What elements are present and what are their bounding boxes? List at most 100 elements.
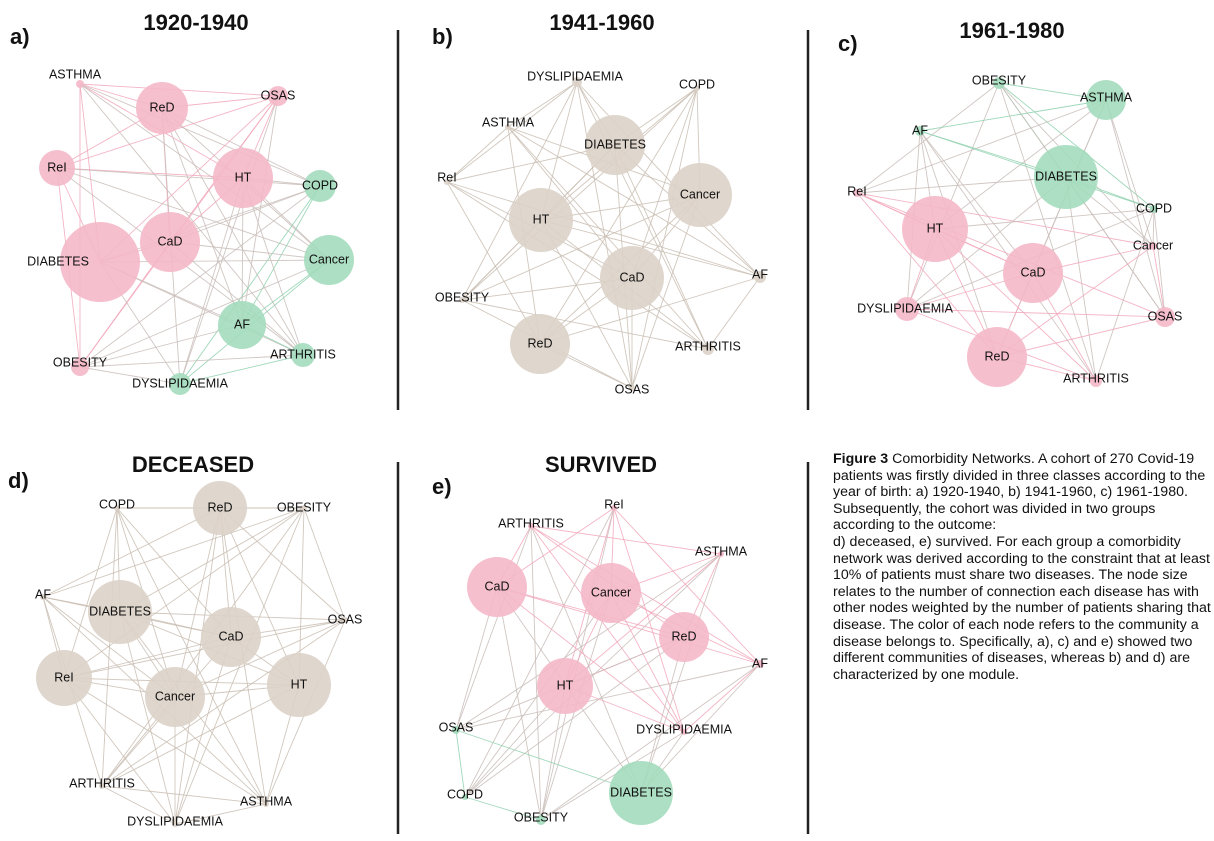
node-label: ReI xyxy=(47,160,66,174)
node-label: ReI xyxy=(604,497,623,511)
node xyxy=(1150,205,1158,213)
edge xyxy=(464,553,722,798)
edge xyxy=(446,126,509,183)
panel-title: 1961-1980 xyxy=(959,18,1064,43)
edge xyxy=(174,507,305,825)
node xyxy=(585,115,645,175)
node-label: ASTHMA xyxy=(482,115,535,129)
node xyxy=(140,212,200,272)
node-label: OBESITY xyxy=(435,290,490,304)
node-label: ReD xyxy=(207,500,232,514)
node xyxy=(681,729,687,735)
node xyxy=(509,188,573,252)
edge xyxy=(79,83,330,261)
edge xyxy=(707,276,761,350)
node xyxy=(462,794,468,800)
node xyxy=(268,86,288,106)
node-label: DIABETES xyxy=(1035,169,1097,183)
edge xyxy=(530,525,642,794)
edge xyxy=(79,354,304,368)
edge xyxy=(99,95,279,263)
edge xyxy=(119,611,176,825)
edge xyxy=(998,82,1155,210)
edge xyxy=(161,107,243,326)
edge xyxy=(507,81,578,128)
edge xyxy=(219,507,300,686)
node-label: OSAS xyxy=(439,720,474,734)
node xyxy=(145,667,205,727)
edge xyxy=(56,167,330,261)
edge xyxy=(303,507,346,621)
edge xyxy=(179,95,279,385)
node-label: OSAS xyxy=(1148,309,1183,323)
node-label: OBESITY xyxy=(514,810,569,824)
node xyxy=(510,314,570,374)
panel-title: 1920-1940 xyxy=(143,10,248,35)
node-label: Cancer xyxy=(309,252,349,266)
edge xyxy=(56,167,321,187)
edge xyxy=(101,785,267,805)
panel-title: 1941-1960 xyxy=(549,10,654,35)
node-label: CaD xyxy=(619,270,644,284)
node-label: DYSLIPIDAEMIA xyxy=(636,722,733,736)
node xyxy=(1003,243,1063,303)
edge xyxy=(906,176,1067,310)
edge xyxy=(640,553,722,794)
edge xyxy=(998,82,1097,382)
edge xyxy=(179,185,321,385)
edge xyxy=(1105,99,1166,318)
caption-label: Figure 3 xyxy=(833,451,889,467)
node-label: CaD xyxy=(484,579,509,593)
node xyxy=(902,196,968,262)
node xyxy=(1149,242,1157,250)
edge xyxy=(461,299,709,350)
node xyxy=(1090,375,1102,387)
node xyxy=(99,783,105,789)
edge xyxy=(179,177,244,385)
node xyxy=(895,297,919,321)
node-label: COPD xyxy=(679,77,715,91)
node xyxy=(993,77,1005,89)
edge xyxy=(1065,176,1097,382)
edge xyxy=(464,592,612,798)
edge xyxy=(446,181,761,278)
node xyxy=(756,660,764,668)
node xyxy=(754,271,766,283)
edge xyxy=(464,796,542,821)
node-label: OBESITY xyxy=(972,73,1027,87)
node xyxy=(304,235,354,285)
node xyxy=(528,523,534,529)
node xyxy=(71,358,89,376)
node-label: ASTHMA xyxy=(1080,90,1133,104)
node xyxy=(718,551,724,557)
node-label: DIABETES xyxy=(27,254,89,268)
edge xyxy=(576,81,633,389)
node xyxy=(39,150,75,186)
node-label: ReI xyxy=(437,170,456,184)
node-label: AF xyxy=(234,317,250,331)
node xyxy=(572,77,582,87)
node-label: Cancer xyxy=(591,585,631,599)
edge xyxy=(507,126,761,278)
edge xyxy=(856,82,1000,194)
edge xyxy=(576,81,761,278)
node-label: ReD xyxy=(671,629,696,643)
node xyxy=(267,653,331,717)
edge xyxy=(464,507,615,798)
node xyxy=(536,815,546,825)
node-label: ReD xyxy=(527,336,552,350)
node xyxy=(114,505,120,511)
edge xyxy=(63,677,176,825)
edge xyxy=(1095,208,1155,382)
node xyxy=(459,297,465,303)
node xyxy=(301,505,307,511)
node xyxy=(537,658,593,714)
node-label: DYSLIPIDAEMIA xyxy=(132,376,229,390)
edge xyxy=(540,219,761,278)
edge xyxy=(530,525,542,821)
panel-letter: b) xyxy=(432,24,453,49)
node-label: OBESITY xyxy=(53,355,108,369)
node-label: OSAS xyxy=(261,88,296,102)
node xyxy=(609,761,673,825)
edge xyxy=(63,677,267,805)
